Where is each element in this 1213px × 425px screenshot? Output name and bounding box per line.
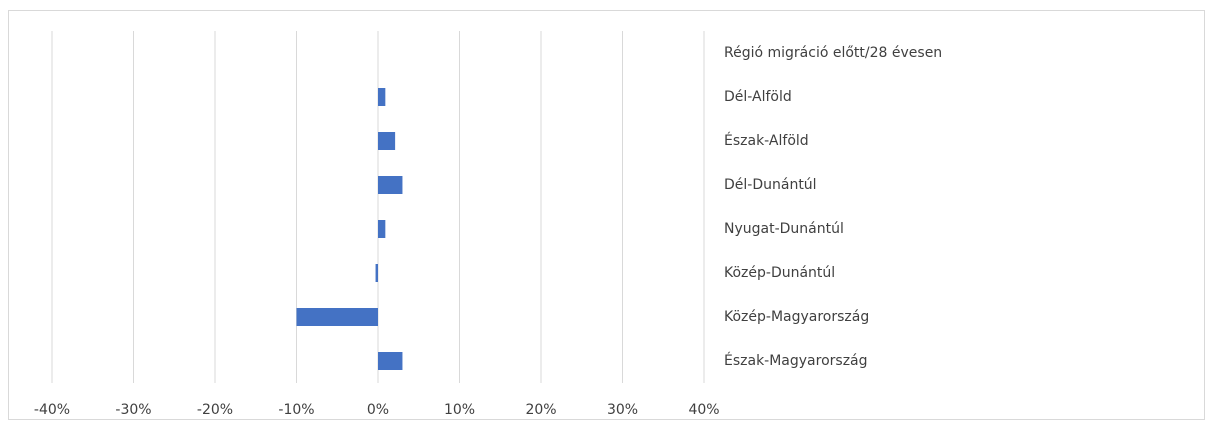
category-label: Dél-Dunántúl bbox=[724, 177, 817, 193]
x-tick-label: 0% bbox=[367, 402, 389, 418]
chart-border bbox=[8, 10, 1205, 420]
bar bbox=[378, 132, 396, 150]
x-tick-label: -30% bbox=[115, 402, 151, 418]
category-label: Dél-Alföld bbox=[724, 89, 792, 105]
x-tick-label: 40% bbox=[688, 402, 719, 418]
bar bbox=[378, 176, 403, 194]
x-tick-label: 30% bbox=[607, 402, 638, 418]
x-tick-label: -20% bbox=[197, 402, 233, 418]
bar bbox=[375, 264, 378, 282]
category-label: Nyugat-Dunántúl bbox=[724, 221, 844, 237]
category-label: Közép-Magyarország bbox=[724, 309, 869, 325]
category-label: Közép-Dunántúl bbox=[724, 265, 835, 281]
bar bbox=[378, 220, 386, 238]
x-tick-label: 20% bbox=[525, 402, 556, 418]
bar bbox=[296, 308, 378, 326]
x-tick-label: 10% bbox=[444, 402, 475, 418]
x-tick-label: -10% bbox=[278, 402, 314, 418]
bar bbox=[378, 88, 386, 106]
category-label: Észak-Alföld bbox=[724, 132, 809, 149]
bar bbox=[378, 352, 403, 370]
category-label: Észak-Magyarország bbox=[724, 352, 868, 369]
x-tick-label: -40% bbox=[34, 402, 70, 418]
category-label: Régió migráció előtt/28 évesen bbox=[724, 45, 942, 61]
